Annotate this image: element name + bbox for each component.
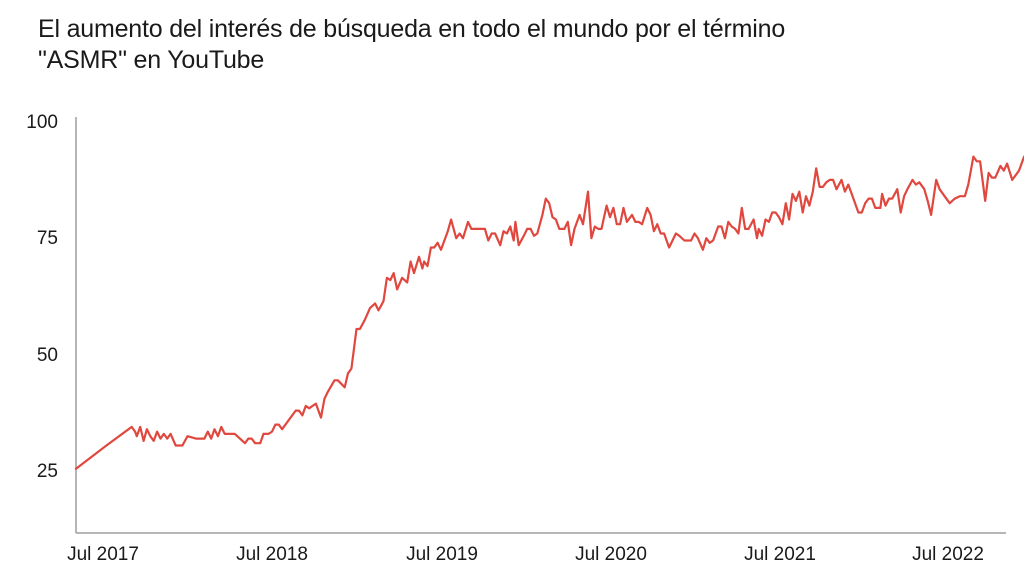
y-tick-label: 75: [36, 228, 58, 249]
y-tick-label: 100: [26, 112, 58, 133]
chart-title: El aumento del interés de búsqueda en to…: [38, 14, 998, 76]
x-tick-label: Jul 2018: [236, 544, 308, 565]
series-line-asmr: [74, 155, 1024, 470]
x-tick-label: Jul 2022: [912, 544, 984, 565]
chart-title-line-2: "ASMR" en YouTube: [38, 46, 265, 74]
chart-title-line-1: El aumento del interés de búsqueda en to…: [38, 15, 786, 43]
y-tick-label: 50: [36, 345, 58, 366]
x-tick-label: Jul 2019: [406, 544, 478, 565]
x-tick-label: Jul 2017: [67, 544, 139, 565]
x-tick-label: Jul 2020: [575, 544, 647, 565]
x-tick-label: Jul 2021: [744, 544, 816, 565]
y-tick-label: 25: [36, 461, 58, 482]
